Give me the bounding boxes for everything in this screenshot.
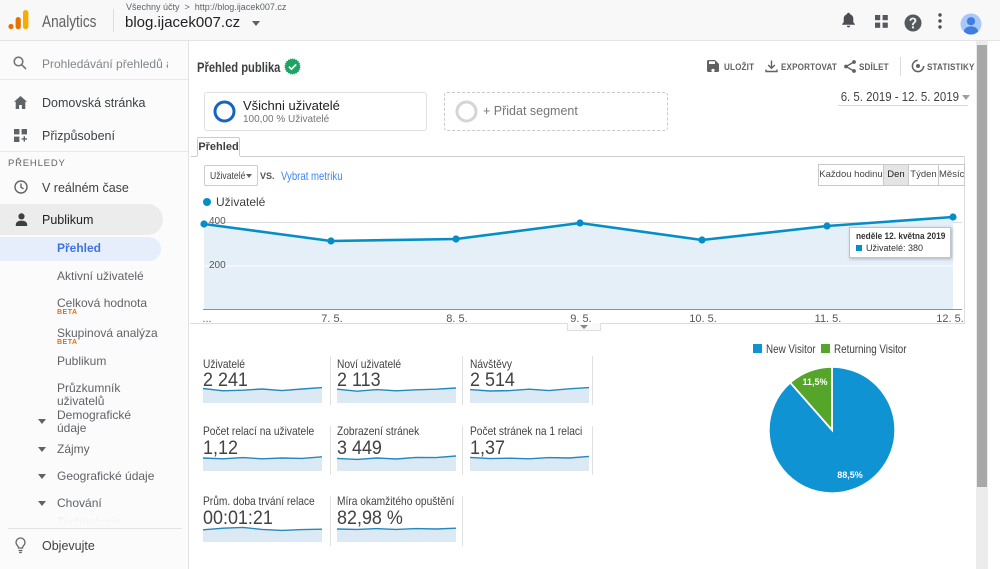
svg-text:88,5%: 88,5% xyxy=(837,470,863,480)
svg-text:11,5%: 11,5% xyxy=(802,377,827,387)
